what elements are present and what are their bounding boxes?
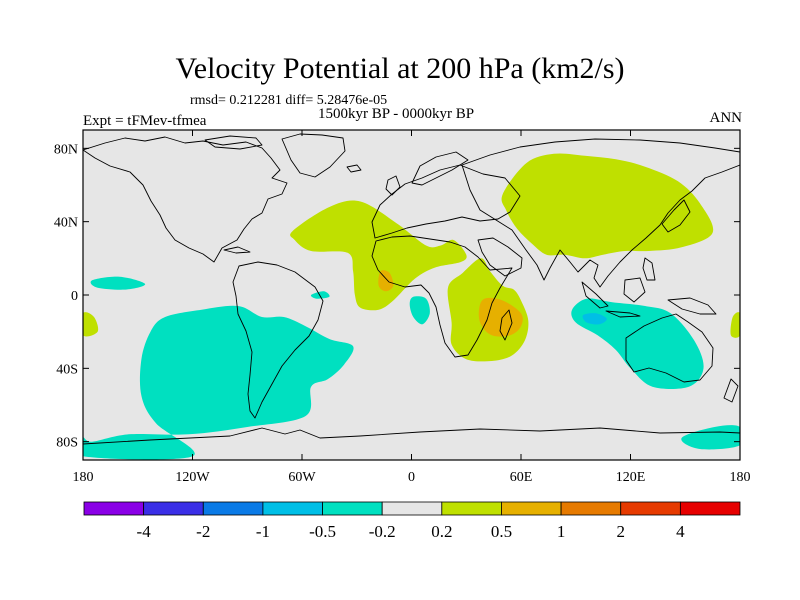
colorbar-swatch (83, 501, 145, 516)
colorbar-swatch (143, 501, 204, 516)
lon-tick-label: 120W (175, 470, 210, 485)
colorbar-swatch (501, 501, 562, 516)
anomaly-region-southern-ocean-negative (681, 425, 740, 450)
colorbar-swatch (202, 501, 264, 516)
lon-tick-label: 60E (510, 470, 533, 485)
colorbar-swatch (322, 501, 383, 516)
colorbar-label: 2 (616, 522, 625, 541)
colorbar: -4 -2 -1 -0.5 -0.2 0.2 0.5 1 2 4 (83, 501, 741, 541)
lon-tick-label: 120E (616, 470, 646, 485)
anomaly-region-east-indian-ocean-core (582, 313, 607, 325)
lat-tick-label: 40N (54, 216, 78, 231)
colorbar-label: -4 (137, 522, 152, 541)
anomaly-region-west-africa-core (378, 270, 394, 292)
coastline-madagascar (499, 309, 513, 341)
stats-text: rmsd= 0.212281 diff= 5.28476e-05 (190, 93, 388, 108)
anomaly-region-asia-north-pacific-positive (501, 153, 714, 259)
coastline-africa (371, 235, 513, 358)
coastline-java (605, 310, 641, 318)
coastline-japan (661, 199, 691, 233)
coastline-cuba (223, 246, 251, 254)
coastline-arctic-islands (204, 135, 263, 150)
coastline-arabia (477, 237, 523, 277)
colorbar-label: 1 (557, 522, 566, 541)
coastline-greenland (281, 133, 346, 178)
period-subtitle: 1500kyr BP - 0000kyr BP (318, 106, 475, 122)
coastline-australia (625, 313, 714, 383)
colorbar-swatch (381, 501, 443, 516)
coastline-iceland (346, 164, 362, 173)
colorbar-label: -2 (196, 522, 210, 541)
lat-tick-label: 0 (71, 289, 78, 304)
colorbar-swatch (620, 501, 681, 516)
plot-title: Velocity Potential at 200 hPa (km2/s) (175, 52, 625, 85)
lon-tick-label: 180 (730, 470, 751, 485)
coastline-antarctica (83, 427, 740, 445)
colorbar-swatch (679, 501, 741, 516)
colorbar-label: 0.2 (431, 522, 452, 541)
coastline-new-zealand (723, 378, 739, 403)
anomaly-region-mozambique-core (478, 297, 523, 337)
lat-tick-label: 40S (56, 362, 78, 377)
colorbar-label: 4 (676, 522, 685, 541)
anomaly-region-gulf-of-guinea-negative (409, 296, 430, 325)
coastline-asia (461, 138, 740, 288)
colorbar-label: -0.5 (309, 522, 336, 541)
anomaly-region-eastern-pacific-south-america-negative (83, 305, 354, 460)
anomaly-region-west-pacific-edge-positive (83, 312, 99, 337)
coastline-north-america (83, 136, 288, 263)
coastline-british-isles (385, 175, 401, 196)
coastline-scandinavia (411, 151, 469, 186)
colorbar-label: -0.2 (369, 522, 396, 541)
lon-tick-label: 60W (288, 470, 316, 485)
colorbar-swatch (262, 501, 323, 516)
coastline-borneo (623, 277, 646, 303)
anomaly-region-east-edge-positive (730, 312, 740, 338)
lat-tick-label: 80N (54, 142, 78, 157)
anomaly-fill-layer (83, 153, 740, 460)
anomaly-region-atlantic-africa-positive (290, 200, 467, 311)
anomaly-region-south-atlantic-negative (310, 291, 330, 299)
axis-layer: 80N 40N 0 40S 80S 180 120W 60W 0 60E 120E 180 (54, 130, 751, 485)
coastline-layer (83, 133, 740, 445)
lon-tick-label: 0 (408, 470, 415, 485)
coastline-new-guinea (667, 297, 717, 315)
coastline-philippines (642, 257, 656, 281)
anomaly-region-central-pacific-negative (90, 276, 146, 290)
lat-tick-label: 80S (56, 436, 78, 451)
colorbar-label: -1 (256, 522, 270, 541)
season-label: ANN (709, 110, 743, 126)
colorbar-swatch (560, 501, 622, 516)
coastline-south-america (232, 261, 324, 419)
lon-tick-label: 180 (73, 470, 94, 485)
experiment-label: Expt = tFMev-tfmea (83, 113, 207, 129)
colorbar-label: 0.5 (491, 522, 512, 541)
coastline-sumatra (581, 281, 609, 309)
colorbar-swatch (441, 501, 502, 516)
